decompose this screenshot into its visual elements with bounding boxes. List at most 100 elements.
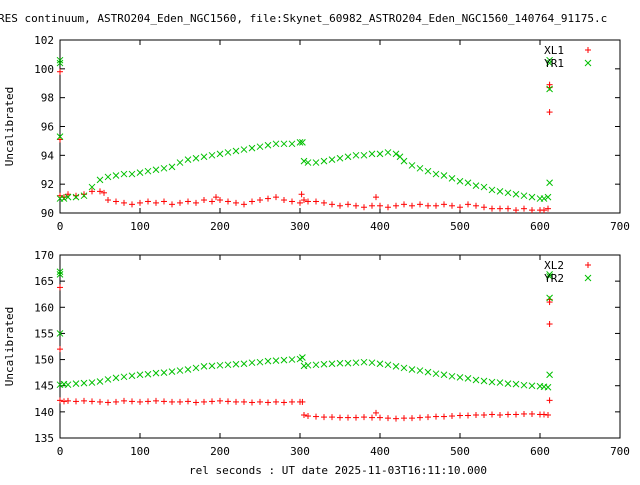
data-point [521, 205, 527, 212]
data-point [97, 398, 103, 405]
data-point [208, 151, 216, 159]
data-point [369, 202, 375, 209]
data-point [232, 147, 240, 155]
data-point [344, 359, 352, 367]
data-point [160, 164, 168, 172]
data-point [152, 369, 160, 377]
y-tick-label: 102 [34, 34, 54, 47]
x-tick-label: 700 [610, 220, 630, 233]
data-point [64, 381, 72, 389]
data-point [121, 199, 127, 206]
data-point [201, 197, 207, 204]
data-point [184, 156, 192, 164]
data-point [153, 199, 159, 206]
y-tick-label: 90 [41, 207, 54, 220]
data-point [137, 199, 143, 206]
data-point [432, 170, 440, 178]
data-point [248, 144, 256, 152]
data-point [373, 194, 379, 201]
data-point [480, 377, 488, 385]
data-point [57, 397, 63, 404]
series-xl1 [57, 68, 553, 214]
data-point [136, 371, 144, 379]
data-point [273, 194, 279, 201]
data-point [161, 198, 167, 205]
data-point [169, 398, 175, 405]
data-point [57, 192, 63, 199]
legend-marker [585, 262, 591, 268]
legend-marker [584, 274, 592, 282]
data-point [65, 397, 71, 404]
y-tick-label: 155 [34, 327, 54, 340]
data-point [297, 199, 303, 206]
data-point [329, 414, 335, 421]
data-point [465, 201, 471, 208]
data-point [265, 399, 271, 406]
data-point [448, 372, 456, 380]
data-point [433, 413, 439, 420]
data-point [65, 191, 71, 198]
data-point [169, 201, 175, 208]
chart-panel-1: 0 100 200 300 400 500 600 700 90 92 94 96 98 100 102 Un… [3, 34, 630, 233]
data-point [185, 198, 191, 205]
data-point [289, 198, 295, 205]
data-point [392, 150, 400, 158]
data-point [120, 373, 128, 381]
data-point [144, 167, 152, 175]
data-point [528, 193, 536, 201]
data-point [88, 379, 96, 386]
data-point [217, 397, 223, 404]
data-point [546, 294, 553, 302]
data-point [88, 183, 96, 191]
data-point [304, 159, 312, 166]
data-point [56, 270, 64, 278]
data-point [481, 411, 487, 418]
x-tick-label: 300 [290, 220, 310, 233]
data-point [546, 109, 553, 116]
data-point [546, 273, 553, 280]
data-point [273, 398, 279, 405]
data-point [546, 270, 553, 278]
data-point [546, 179, 553, 187]
y-tick-label: 92 [41, 178, 54, 191]
plot-frame [59, 39, 621, 214]
data-point [504, 380, 512, 387]
data-point [456, 177, 464, 185]
data-point [546, 56, 553, 64]
data-point [105, 197, 111, 204]
data-point [298, 191, 305, 198]
data-point [57, 346, 63, 353]
data-point [176, 159, 184, 166]
data-point [393, 415, 399, 422]
data-point [360, 151, 368, 159]
data-point [121, 397, 127, 404]
data-point [104, 376, 112, 383]
data-point [224, 149, 232, 156]
data-point [401, 415, 407, 422]
y-tick-label: 100 [34, 63, 54, 76]
data-point [265, 195, 271, 202]
data-point [56, 56, 64, 64]
y-tick-label: 96 [41, 121, 54, 134]
data-point [449, 202, 455, 209]
x-tick-label: 200 [210, 445, 230, 458]
data-point [57, 284, 63, 291]
data-point [177, 199, 183, 206]
data-point [546, 321, 553, 328]
data-point [288, 140, 296, 148]
data-point [312, 159, 320, 166]
data-point [440, 172, 448, 179]
x-tick-label: 400 [370, 445, 390, 458]
data-point [137, 398, 143, 405]
data-point [57, 68, 63, 75]
data-point [441, 201, 447, 208]
data-point [56, 268, 64, 276]
data-point [280, 356, 288, 364]
data-point [56, 59, 64, 67]
data-point [313, 413, 319, 420]
data-point [465, 412, 471, 419]
data-point [240, 146, 248, 153]
data-point [417, 201, 423, 208]
data-point [256, 143, 264, 151]
data-point [213, 194, 219, 201]
